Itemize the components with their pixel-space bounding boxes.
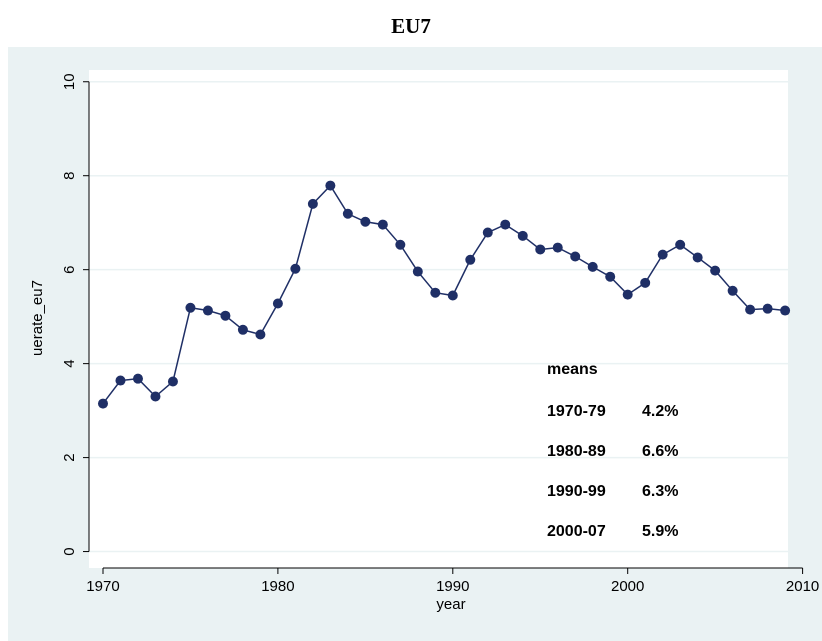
- point: [622, 289, 633, 300]
- point: [675, 239, 686, 250]
- line: [102, 184, 786, 405]
- x-tick-label: 2000: [611, 578, 644, 595]
- annotation-period: 1980-89: [547, 443, 606, 460]
- annotation-period: 2000-07: [547, 523, 606, 540]
- y-tick-label: 4: [61, 359, 78, 367]
- x-tick-label: 1970: [86, 578, 119, 595]
- point: [377, 219, 388, 230]
- point: [535, 244, 546, 255]
- point: [552, 242, 563, 253]
- point: [465, 254, 476, 265]
- point: [150, 391, 161, 402]
- point: [710, 265, 721, 276]
- point: [115, 375, 126, 386]
- x-tick-label: 1990: [436, 578, 469, 595]
- point: [745, 304, 756, 315]
- point: [587, 261, 598, 272]
- point: [447, 290, 458, 301]
- point: [692, 252, 703, 263]
- x-axis-label: year: [436, 596, 465, 613]
- x-tick-label: 1980: [261, 578, 294, 595]
- point: [185, 302, 196, 313]
- annotation-title: means: [547, 361, 598, 378]
- annotation-mean: 6.6%: [642, 443, 678, 460]
- chart-title: EU7: [391, 14, 431, 38]
- point: [255, 329, 266, 340]
- point: [237, 324, 248, 335]
- point: [97, 398, 108, 409]
- y-tick-label: 8: [61, 172, 78, 180]
- point: [167, 376, 178, 387]
- point: [360, 216, 371, 227]
- y-tick-label: 0: [61, 547, 78, 555]
- x-tick-label: 2010: [786, 578, 819, 595]
- annotation-period: 1990-99: [547, 483, 606, 500]
- point: [605, 271, 616, 282]
- point: [342, 208, 353, 219]
- point: [325, 180, 336, 191]
- point: [272, 298, 283, 309]
- point: [482, 227, 493, 238]
- annotation-mean: 5.9%: [642, 523, 678, 540]
- point: [517, 230, 528, 241]
- annotation-period: 1970-79: [547, 403, 606, 420]
- point: [762, 303, 773, 314]
- point: [132, 373, 143, 384]
- y-axis-label: uerate_eu7: [29, 280, 46, 356]
- annotation-mean: 6.3%: [642, 483, 678, 500]
- point: [780, 305, 791, 316]
- point: [570, 251, 581, 262]
- point: [500, 219, 511, 230]
- point: [202, 305, 213, 316]
- point: [430, 287, 441, 298]
- point: [657, 249, 668, 260]
- point: [640, 277, 651, 288]
- y-tick-label: 10: [61, 73, 78, 90]
- y-tick-label: 2: [61, 453, 78, 461]
- point: [412, 266, 423, 277]
- point: [395, 239, 406, 250]
- point: [290, 263, 301, 274]
- point: [727, 285, 738, 296]
- point: [307, 198, 318, 209]
- y-tick-label: 6: [61, 265, 78, 273]
- annotation-mean: 4.2%: [642, 403, 678, 420]
- plot-area: [89, 70, 788, 568]
- point: [220, 310, 231, 321]
